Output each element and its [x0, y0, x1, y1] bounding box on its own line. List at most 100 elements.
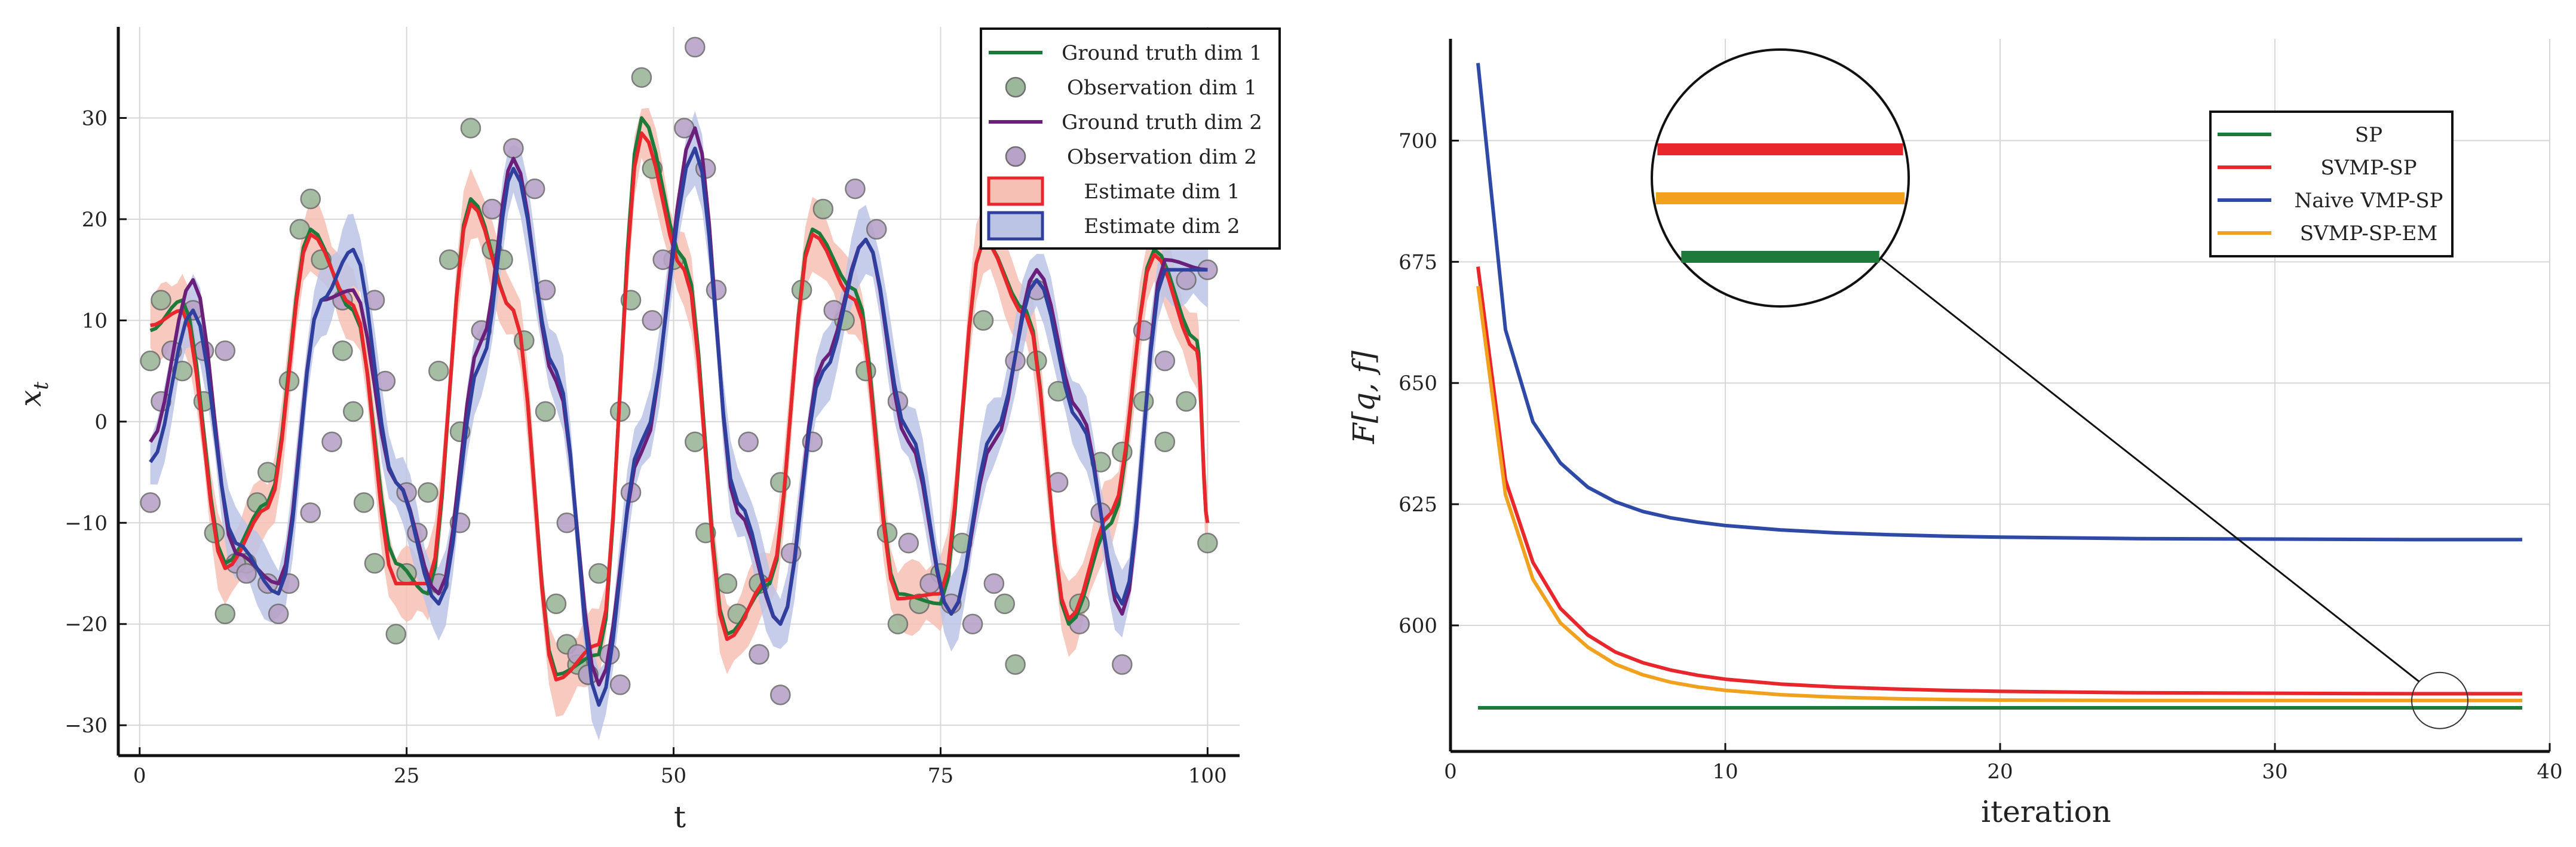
- left-obs-point-1: [749, 644, 769, 665]
- left-obs-point-0: [353, 492, 375, 513]
- right-y-tick-label: 700: [1399, 129, 1437, 153]
- left-obs-point-1: [321, 431, 342, 452]
- left-obs-point-0: [428, 360, 449, 382]
- left-legend-swatch-1: [1005, 76, 1026, 98]
- left-legend-swatch-5: [987, 211, 1044, 241]
- left-obs-point-1: [962, 613, 983, 634]
- right-x-label: iteration: [1981, 794, 2111, 829]
- left-legend-label-1: Observation dim 1: [1067, 76, 1257, 100]
- left-obs-point-1: [1154, 350, 1176, 372]
- left-obs-point-1: [236, 563, 257, 584]
- left-obs-point-0: [1133, 391, 1154, 412]
- left-obs-point-0: [812, 198, 834, 220]
- right-legend-label-2: Naive VMP-SP: [2294, 189, 2443, 213]
- left-obs-point-1: [898, 532, 919, 554]
- right-legend-label-0: SP: [2355, 123, 2382, 147]
- left-obs-point-0: [716, 573, 738, 594]
- left-obs-point-1: [503, 138, 524, 159]
- left-obs-point-1: [1047, 472, 1069, 493]
- right-x-tick-label: 10: [1712, 760, 1738, 784]
- left-obs-point-1: [983, 573, 1005, 594]
- left-obs-point-0: [685, 431, 706, 452]
- left-legend-swatch-4: [987, 176, 1044, 206]
- left-obs-point-1: [1176, 269, 1197, 290]
- left-x-tick-label: 75: [928, 764, 953, 788]
- right-y-tick-label: 650: [1399, 372, 1437, 395]
- left-obs-point-0: [994, 593, 1015, 615]
- left-obs-point-0: [1197, 532, 1218, 554]
- left-x-label: t: [674, 800, 686, 834]
- left-x-tick-label: 0: [133, 764, 146, 788]
- left-obs-point-0: [535, 401, 556, 422]
- left-obs-point-0: [300, 188, 321, 210]
- left-obs-point-0: [1154, 431, 1176, 452]
- left-legend-label-3: Observation dim 2: [1067, 145, 1257, 169]
- left-obs-point-1: [609, 674, 631, 695]
- left-obs-point-0: [973, 310, 994, 331]
- left-obs-point-1: [642, 310, 663, 331]
- right-series-1: [1476, 266, 2522, 696]
- left-obs-point-0: [460, 118, 482, 139]
- left-y-tick-label: 20: [82, 208, 108, 232]
- right-x-tick-label: 30: [2262, 760, 2287, 784]
- left-obs-point-1: [1112, 654, 1133, 675]
- zoom-inset-circle: [1651, 48, 1910, 308]
- left-obs-point-1: [482, 198, 502, 220]
- left-legend-label-5: Estimate dim 2: [1084, 214, 1240, 238]
- left-obs-point-1: [300, 502, 321, 523]
- left-obs-point-0: [631, 67, 652, 88]
- left-legend-swatch-3: [1005, 146, 1026, 167]
- left-obs-point-0: [151, 290, 171, 311]
- zoom-target-circle: [2411, 671, 2468, 729]
- left-obs-point-0: [364, 553, 385, 574]
- left-series-3: [149, 146, 1208, 707]
- left-obs-point-1: [845, 178, 866, 200]
- right-y-tick-label: 675: [1399, 250, 1437, 274]
- left-y-tick-label: 10: [82, 309, 108, 333]
- left-obs-point-0: [332, 340, 353, 361]
- left-obs-point-0: [385, 624, 407, 645]
- left-obs-point-0: [1005, 654, 1026, 675]
- right-y-label: F[q, f]: [1347, 351, 1381, 444]
- left-x-tick-label: 100: [1188, 764, 1227, 788]
- right-legend-label-1: SVMP-SP: [2320, 156, 2416, 180]
- left-obs-point-0: [343, 401, 364, 422]
- left-y-tick-label: 30: [82, 107, 108, 131]
- zoom-connector-line: [1880, 257, 2419, 682]
- left-obs-point-0: [514, 330, 535, 351]
- left-y-tick-label: 0: [94, 410, 108, 434]
- left-obs-point-0: [1112, 441, 1133, 462]
- left-obs-point-1: [556, 513, 578, 533]
- right-x-tick-label: 40: [2537, 760, 2562, 784]
- left-obs-point-0: [588, 563, 609, 584]
- right-y-tick-label: 625: [1399, 493, 1437, 517]
- left-legend-label-2: Ground truth dim 2: [1062, 111, 1262, 134]
- left-y-tick-label: −20: [65, 613, 108, 637]
- right-series-3: [1476, 286, 2522, 702]
- left-obs-point-0: [214, 603, 236, 625]
- left-series-1: [150, 131, 1210, 682]
- left-obs-point-0: [418, 482, 438, 503]
- left-obs-point-1: [268, 603, 289, 625]
- left-obs-point-1: [770, 685, 791, 705]
- right-chart: 0 10 20 30 40 600 625 650 675 700 iteration F[q, …: [1347, 39, 2563, 829]
- left-obs-point-1: [685, 36, 706, 58]
- left-x-tick-label: 50: [661, 764, 686, 788]
- left-legend-label-0: Ground truth dim 1: [1062, 41, 1262, 65]
- left-obs-point-1: [214, 340, 236, 361]
- left-obs-point-0: [140, 350, 161, 372]
- right-legend-label-3: SVMP-SP-EM: [2300, 222, 2438, 245]
- left-obs-point-1: [738, 431, 759, 452]
- right-y-tick-label: 600: [1399, 614, 1437, 638]
- left-y-label-sub: t: [29, 382, 53, 390]
- left-obs-point-0: [545, 593, 567, 615]
- left-obs-point-0: [887, 613, 909, 634]
- right-series-2: [1476, 63, 2522, 542]
- left-obs-point-0: [438, 249, 460, 270]
- left-obs-point-1: [524, 178, 545, 200]
- left-legend-label-4: Estimate dim 1: [1084, 180, 1240, 204]
- right-x-tick-label: 0: [1444, 760, 1457, 784]
- left-y-tick-label: −30: [65, 714, 108, 738]
